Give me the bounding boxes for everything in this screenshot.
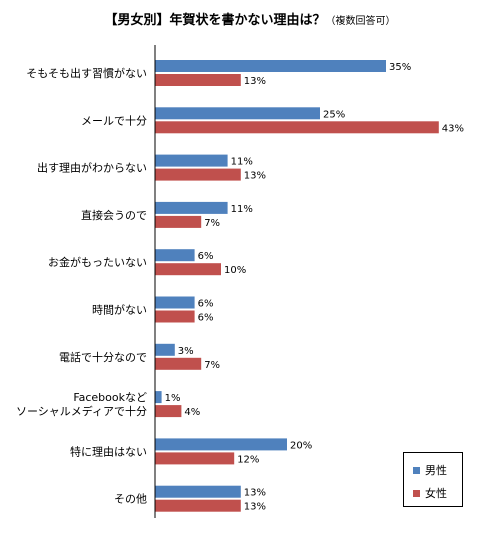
category-label: 特に理由はない bbox=[70, 444, 147, 458]
category-label: そもそも出す習慣がない bbox=[26, 66, 147, 80]
category-label-line: そもそも出す習慣がない bbox=[26, 66, 147, 80]
data-label-male: 25% bbox=[323, 109, 345, 120]
data-label-female: 43% bbox=[442, 123, 464, 134]
chart-title: 【男女別】年賀状を書かない理由は？（複数回答可） bbox=[0, 9, 500, 28]
bar-female bbox=[155, 499, 241, 512]
category-label: 電話で十分なので bbox=[59, 350, 147, 364]
bar-female bbox=[155, 405, 182, 418]
bar-female bbox=[155, 452, 235, 465]
bar-female bbox=[155, 357, 202, 370]
data-label-male: 20% bbox=[290, 440, 312, 451]
bar-male bbox=[155, 154, 228, 167]
category-label-line: 直接会うので bbox=[81, 208, 147, 222]
legend-item-male: 男性 bbox=[413, 462, 447, 478]
category-label: 出す理由がわからない bbox=[37, 161, 147, 175]
data-label-male: 3% bbox=[178, 346, 194, 357]
data-label-male: 6% bbox=[198, 299, 214, 310]
bar-male bbox=[155, 201, 228, 214]
data-label-male: 13% bbox=[244, 488, 266, 499]
chart-subtitle: （複数回答可） bbox=[325, 16, 396, 27]
data-label-female: 13% bbox=[244, 76, 266, 87]
legend-item-female: 女性 bbox=[413, 485, 447, 501]
bar-male bbox=[155, 107, 320, 120]
category-label: 時間がない bbox=[92, 303, 147, 317]
bar-female bbox=[155, 121, 439, 134]
data-label-male: 11% bbox=[231, 157, 253, 168]
category-label-line: Facebookなど bbox=[73, 391, 147, 404]
category-label-line: 特に理由はない bbox=[70, 444, 147, 458]
category-label: 直接会うので bbox=[81, 208, 147, 222]
bar-male bbox=[155, 485, 241, 498]
chart-title-main: 【男女別】年賀状を書かない理由は？ bbox=[104, 13, 326, 28]
data-label-female: 12% bbox=[237, 454, 259, 465]
data-label-female: 10% bbox=[224, 265, 246, 276]
category-label-line: 電話で十分なので bbox=[59, 350, 147, 364]
bar-male bbox=[155, 391, 162, 404]
bar-male bbox=[155, 296, 195, 309]
bar-male bbox=[155, 249, 195, 262]
category-label-line: その他 bbox=[114, 493, 147, 506]
bar-female bbox=[155, 310, 195, 323]
category-label: お金がもったいない bbox=[48, 255, 147, 269]
data-label-female: 13% bbox=[244, 502, 266, 513]
bar-female bbox=[155, 168, 241, 181]
legend-label-female: 女性 bbox=[425, 487, 447, 500]
legend-label-male: 男性 bbox=[425, 464, 447, 477]
category-label-line: 時間がない bbox=[92, 303, 147, 317]
legend-swatch-female bbox=[413, 489, 420, 497]
category-label-line: メールで十分 bbox=[81, 113, 147, 127]
data-label-female: 6% bbox=[198, 313, 214, 324]
category-label-line: ソーシャルメディアで十分 bbox=[16, 404, 147, 418]
category-label: メールで十分 bbox=[81, 113, 147, 127]
data-label-male: 11% bbox=[231, 204, 253, 215]
bar-male bbox=[155, 343, 175, 356]
legend: 男性 女性 bbox=[403, 452, 463, 507]
bar-male bbox=[155, 60, 386, 72]
bar-male bbox=[155, 438, 287, 451]
bar-female bbox=[155, 215, 202, 228]
category-label: Facebookなどソーシャルメディアで十分 bbox=[16, 391, 147, 418]
bar-female bbox=[155, 263, 221, 276]
category-label-line: お金がもったいない bbox=[48, 255, 147, 269]
bar-female bbox=[155, 74, 241, 86]
data-label-male: 35% bbox=[389, 62, 411, 73]
category-label-line: 出す理由がわからない bbox=[37, 161, 147, 175]
data-label-female: 7% bbox=[204, 218, 220, 229]
legend-swatch-male bbox=[413, 466, 420, 474]
data-label-female: 7% bbox=[204, 360, 220, 371]
data-label-male: 6% bbox=[198, 251, 214, 262]
data-label-female: 4% bbox=[184, 407, 200, 418]
category-label: その他 bbox=[114, 493, 147, 506]
data-label-male: 1% bbox=[165, 393, 181, 404]
data-label-female: 13% bbox=[244, 171, 266, 182]
